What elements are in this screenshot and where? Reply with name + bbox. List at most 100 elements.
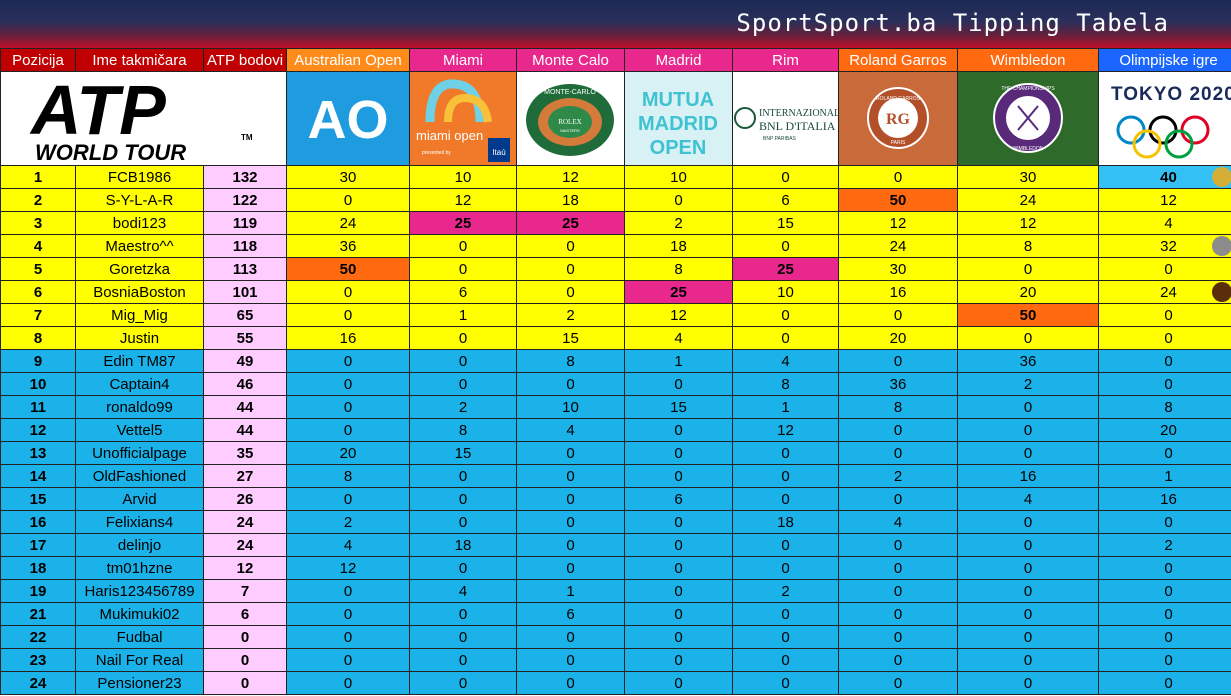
position-cell: 24	[0, 671, 76, 695]
table-row: 12 Vettel5 44 0 8 4 0 12 0 0 20	[0, 418, 1231, 442]
score-cell: 2	[624, 211, 733, 235]
score-cell: 0	[624, 372, 733, 396]
table-row: 11 ronaldo99 44 0 2 10 15 1 8 0 8	[0, 395, 1231, 419]
column-header: Australian Open	[286, 48, 410, 72]
score-cell: 30	[838, 257, 958, 281]
score-cell: 25	[732, 257, 839, 281]
monte-carlo-logo: MONTE-CARLO ROLEX MASTERS	[516, 71, 625, 166]
score-cell: 32	[1098, 234, 1231, 258]
score-cell: 0	[624, 648, 733, 672]
mutua-madrid-open-logo: MUTUA MADRID OPEN	[624, 71, 733, 166]
score-cell: 24	[1098, 280, 1231, 304]
score-cell: 25	[624, 280, 733, 304]
silver-medal-icon	[1212, 236, 1231, 256]
score-cell: 0	[1098, 625, 1231, 649]
svg-text:BNP PARIBAS: BNP PARIBAS	[763, 136, 797, 142]
score-cell: 36	[957, 349, 1099, 373]
player-name-cell: OldFashioned	[75, 464, 204, 488]
score-cell: 0	[1098, 326, 1231, 350]
score-cell: 0	[732, 326, 839, 350]
svg-text:BNL D'ITALIA: BNL D'ITALIA	[759, 119, 836, 133]
score-cell: 0	[516, 257, 625, 281]
score-cell: 0	[1098, 648, 1231, 672]
table-row: 7 Mig_Mig 65 0 1 2 12 0 0 50 0	[0, 303, 1231, 327]
position-cell: 21	[0, 602, 76, 626]
score-cell: 6	[732, 188, 839, 212]
score-cell: 0	[409, 671, 517, 695]
table-row: 13 Unofficialpage 35 20 15 0 0 0 0 0 0	[0, 441, 1231, 465]
score-cell: 0	[286, 188, 410, 212]
score-cell: 0	[957, 257, 1099, 281]
position-cell: 19	[0, 579, 76, 603]
standings-table: Pozicija Ime takmičara ATP bodovi Australia…	[0, 48, 1231, 695]
column-header: Wimbledon	[957, 48, 1099, 72]
score-cell: 0	[1098, 671, 1231, 695]
position-cell: 10	[0, 372, 76, 396]
score-cell: 0	[286, 648, 410, 672]
points-cell: 46	[203, 372, 287, 396]
score-cell: 1	[624, 349, 733, 373]
title-banner: SportSport.ba Tipping Tabela	[0, 0, 1231, 48]
svg-text:ROLEX: ROLEX	[558, 118, 581, 126]
position-cell: 11	[0, 395, 76, 419]
score-cell: 20	[838, 326, 958, 350]
player-name-cell: FCB1986	[75, 165, 204, 189]
position-cell: 13	[0, 441, 76, 465]
score-cell: 18	[516, 188, 625, 212]
player-name-cell: Unofficialpage	[75, 441, 204, 465]
points-cell: 35	[203, 441, 287, 465]
score-cell: 0	[732, 441, 839, 465]
table-row: 1 FCB1986 132 30 10 12 10 0 0 30 40	[0, 165, 1231, 189]
table-row: 5 Goretzka 113 50 0 0 8 25 30 0 0	[0, 257, 1231, 281]
score-cell: 2	[516, 303, 625, 327]
player-name-cell: Edin TM87	[75, 349, 204, 373]
score-cell: 18	[732, 510, 839, 534]
score-cell: 0	[286, 372, 410, 396]
score-cell: 0	[516, 671, 625, 695]
player-name-cell: S-Y-L-A-R	[75, 188, 204, 212]
page-title: SportSport.ba Tipping Tabela	[736, 9, 1169, 37]
player-name-cell: Haris123456789	[75, 579, 204, 603]
score-cell: 12	[516, 165, 625, 189]
score-cell: 40	[1098, 165, 1231, 189]
score-cell: 0	[732, 234, 839, 258]
score-cell: 10	[409, 165, 517, 189]
score-cell: 0	[409, 326, 517, 350]
score-cell: 0	[838, 349, 958, 373]
score-cell: 0	[516, 441, 625, 465]
position-cell: 9	[0, 349, 76, 373]
score-cell: 0	[957, 395, 1099, 419]
score-cell: 0	[624, 671, 733, 695]
svg-text:AO: AO	[308, 90, 389, 150]
score-cell: 0	[624, 510, 733, 534]
score-cell: 0	[516, 464, 625, 488]
table-row: 14 OldFashioned 27 8 0 0 0 0 2 16 1	[0, 464, 1231, 488]
player-name-cell: Mukimuki02	[75, 602, 204, 626]
score-cell: 25	[409, 211, 517, 235]
position-cell: 1	[0, 165, 76, 189]
gold-medal-icon	[1212, 167, 1231, 187]
table-row: 21 Mukimuki02 6 0 0 6 0 0 0 0 0	[0, 602, 1231, 626]
score-cell: 0	[409, 349, 517, 373]
player-name-cell: Arvid	[75, 487, 204, 511]
score-cell: 0	[732, 165, 839, 189]
position-cell: 18	[0, 556, 76, 580]
position-cell: 7	[0, 303, 76, 327]
score-cell: 0	[286, 418, 410, 442]
player-name-cell: Fudbal	[75, 625, 204, 649]
score-cell: 0	[1098, 510, 1231, 534]
column-header: Olimpijske igre	[1098, 48, 1231, 72]
score-cell: 0	[286, 602, 410, 626]
table-row: 18 tm01hzne 12 12 0 0 0 0 0 0 0	[0, 556, 1231, 580]
position-cell: 15	[0, 487, 76, 511]
score-cell: 0	[409, 602, 517, 626]
player-name-cell: Justin	[75, 326, 204, 350]
score-cell: 0	[957, 579, 1099, 603]
score-cell: 0	[286, 579, 410, 603]
score-cell: 4	[286, 533, 410, 557]
points-cell: 119	[203, 211, 287, 235]
player-name-cell: delinjo	[75, 533, 204, 557]
wimbledon-logo: THE CHAMPIONSHIPS WIMBLEDON	[957, 71, 1099, 166]
header-row: Pozicija Ime takmičara ATP bodovi Australia…	[0, 48, 1231, 72]
svg-text:Itaú: Itaú	[492, 148, 505, 157]
